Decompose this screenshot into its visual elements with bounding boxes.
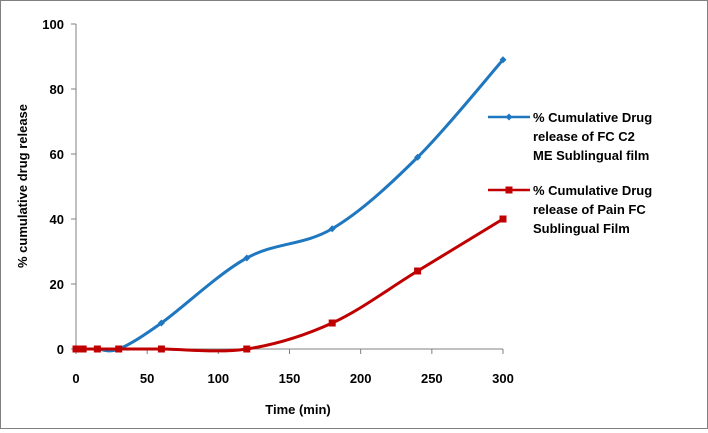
data-point — [157, 345, 165, 353]
legend-label: ME Sublingual film — [533, 148, 649, 163]
legend-item-1: % Cumulative Drug release of FC C2 ME Subl… — [488, 110, 652, 163]
y-axis-title: % cumulative drug release — [15, 104, 30, 268]
y-tick-label: 60 — [50, 147, 64, 162]
series-2 — [72, 215, 507, 353]
data-point — [243, 254, 251, 262]
legend: % Cumulative Drug release of FC C2 ME Subl… — [488, 110, 652, 236]
series — [72, 56, 507, 353]
legend-label: Sublingual Film — [533, 221, 630, 236]
data-point — [243, 345, 251, 353]
y-tick-label: 80 — [50, 82, 64, 97]
x-tick-label: 300 — [492, 371, 514, 386]
legend-label: release of Pain FC — [533, 202, 646, 217]
y-tick-label: 20 — [50, 277, 64, 292]
data-point — [414, 267, 422, 275]
x-tick-label: 50 — [140, 371, 154, 386]
data-point — [93, 345, 101, 353]
data-point — [414, 153, 422, 161]
data-point — [499, 215, 507, 223]
y-tick-label: 100 — [42, 17, 64, 32]
data-point — [328, 225, 336, 233]
x-tick-label: 250 — [421, 371, 443, 386]
data-point — [75, 345, 83, 353]
x-tick-label: 150 — [279, 371, 301, 386]
legend-item-2: % Cumulative Drug release of Pain FC Subli… — [488, 183, 652, 236]
y-tick-label: 0 — [57, 342, 64, 357]
y-tick-label: 40 — [50, 212, 64, 227]
data-point — [79, 345, 87, 353]
legend-label: % Cumulative Drug — [533, 183, 652, 198]
x-tick-label: 100 — [207, 371, 229, 386]
legend-label: release of FC C2 — [533, 129, 635, 144]
legend-label: % Cumulative Drug — [533, 110, 652, 125]
x-tick-label: 0 — [72, 371, 79, 386]
series-1 — [72, 56, 507, 353]
x-axis-title: Time (min) — [265, 402, 331, 417]
data-point — [115, 345, 123, 353]
series-line — [76, 217, 504, 353]
legend-marker — [505, 186, 513, 194]
axes — [75, 24, 503, 350]
ticks: 0 20 40 60 80 100 0 50 100 150 200 250 300 — [42, 17, 514, 386]
data-point — [328, 319, 336, 327]
x-tick-label: 200 — [350, 371, 372, 386]
legend-marker — [505, 113, 513, 121]
data-point — [157, 319, 165, 327]
series-line — [76, 58, 505, 353]
data-point — [499, 56, 507, 64]
